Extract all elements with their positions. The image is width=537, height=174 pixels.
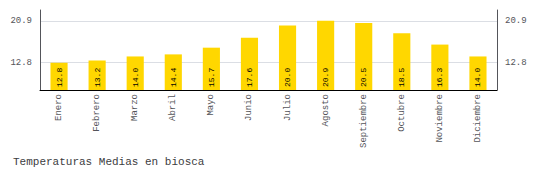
svg-text:14.0: 14.0 [131,68,140,87]
svg-text:14.0: 14.0 [473,68,482,87]
svg-text:20.9: 20.9 [321,68,330,87]
svg-text:Julio: Julio [283,94,293,121]
svg-text:12.8: 12.8 [505,58,527,68]
svg-text:Septiembre: Septiembre [359,94,369,148]
svg-text:Mayo: Mayo [206,94,216,116]
svg-text:18.5: 18.5 [397,68,406,87]
svg-text:16.3: 16.3 [435,68,444,87]
svg-text:Abril: Abril [168,94,178,121]
svg-text:17.6: 17.6 [245,68,254,87]
svg-text:20.0: 20.0 [283,68,292,87]
svg-text:12.8: 12.8 [55,68,64,87]
svg-text:Temperaturas Medias en biosca: Temperaturas Medias en biosca [13,156,205,168]
svg-text:20.9: 20.9 [10,16,32,26]
svg-text:20.5: 20.5 [359,68,368,87]
svg-text:14.4: 14.4 [169,68,178,87]
svg-text:Junio: Junio [244,94,254,121]
svg-text:Diciembre: Diciembre [473,94,483,143]
svg-text:13.2: 13.2 [93,68,102,87]
svg-text:Enero: Enero [54,94,64,121]
svg-text:12.8: 12.8 [10,58,32,68]
svg-text:Agosto: Agosto [321,94,331,126]
svg-text:Marzo: Marzo [130,94,140,121]
svg-text:Noviembre: Noviembre [435,94,445,143]
svg-text:15.7: 15.7 [207,68,216,87]
svg-text:20.9: 20.9 [505,16,527,26]
svg-text:Febrero: Febrero [92,94,102,132]
svg-text:Octubre: Octubre [397,94,407,132]
